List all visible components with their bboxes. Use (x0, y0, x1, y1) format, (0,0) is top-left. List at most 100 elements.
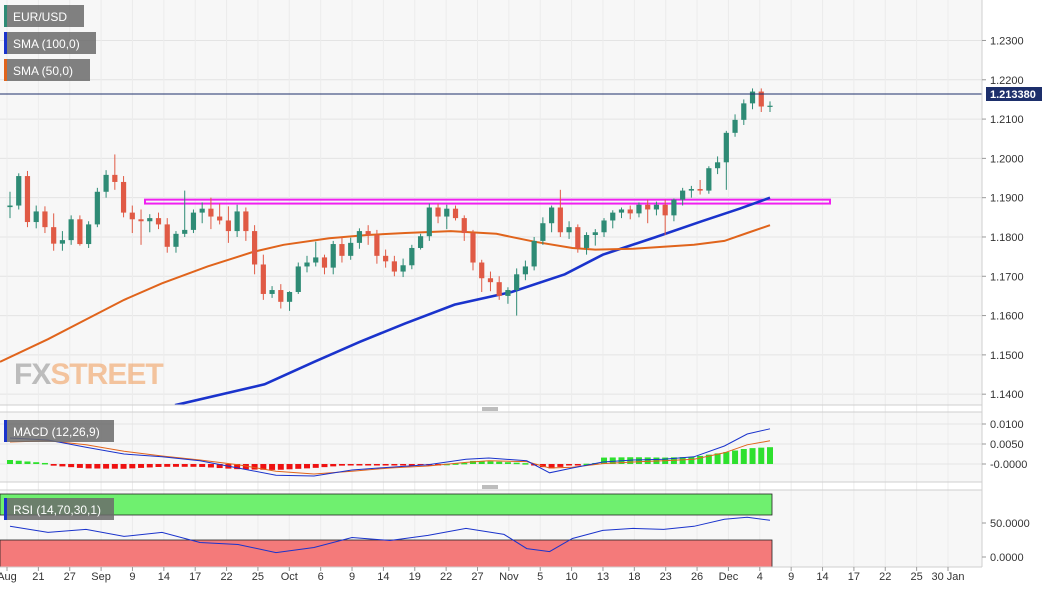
macd-histogram-bar (767, 447, 773, 464)
macd-histogram-bar (251, 464, 258, 470)
candle (723, 130, 729, 190)
legend-eurusd[interactable]: EUR/USD (4, 5, 84, 27)
candle (155, 212, 162, 230)
candle-body (182, 229, 188, 234)
macd-histogram-bar (321, 464, 328, 468)
rsi-tick-label: 50.0000 (990, 518, 1030, 530)
candle-body (190, 212, 197, 230)
candle (251, 225, 258, 275)
legend-sma100[interactable]: SMA (100,0) (4, 32, 96, 54)
candle (522, 260, 529, 281)
candle (531, 236, 537, 271)
candle-body (487, 278, 494, 283)
candle (112, 154, 118, 190)
candle (269, 286, 275, 298)
sma-100-line (174, 196, 771, 405)
candle-body (304, 262, 310, 267)
macd-histogram-bar (15, 460, 22, 464)
macd-histogram-bar (164, 464, 171, 467)
macd-resize-handle[interactable] (482, 407, 498, 411)
candle-body (339, 244, 345, 256)
candle-body (697, 189, 703, 191)
candle-body (16, 176, 22, 206)
macd-histogram-bar (68, 464, 75, 468)
legend-rsi[interactable]: RSI (14,70,30,1) (4, 498, 114, 520)
candle-body (601, 220, 607, 233)
candle-body (496, 282, 502, 296)
candle-body (295, 266, 301, 292)
candle (295, 262, 301, 294)
candle (42, 206, 48, 234)
candle (330, 240, 336, 275)
candle-body (383, 255, 389, 262)
macd-histogram-bar (7, 460, 13, 464)
rsi-oversold-zone (0, 539, 773, 568)
rsi-resize-handle[interactable] (482, 485, 498, 489)
legend-sma100-swatch (4, 32, 7, 54)
price-tick-label: 1.2100 (990, 114, 1024, 126)
candle (435, 203, 441, 224)
price-tick-label: 1.1400 (990, 389, 1024, 401)
macd-histogram-bar (487, 461, 494, 464)
time-tick-label: 13 (597, 571, 609, 583)
candle (452, 205, 459, 221)
macd-histogram-bar (50, 464, 57, 466)
macd-line (9, 428, 771, 477)
time-tick-label: 25 (252, 571, 264, 583)
macd-histogram-bar (452, 463, 459, 465)
candle (618, 207, 625, 219)
candle-body (313, 257, 319, 263)
candle-body (356, 231, 363, 243)
legend-macd[interactable]: MACD (12,26,9) (4, 420, 114, 442)
legend-sma50[interactable]: SMA (50,0) (4, 59, 90, 81)
candle-body (59, 240, 66, 244)
candle-body (234, 211, 240, 232)
macd-histogram-bar (504, 462, 511, 464)
legend-macd-label: MACD (12,26,9) (13, 425, 100, 439)
candle (653, 201, 660, 216)
macd-histogram-bar (382, 464, 389, 466)
candle-body (24, 176, 31, 223)
candle (217, 203, 223, 225)
candle (741, 99, 747, 125)
candle-body (260, 264, 266, 294)
watermark-street: STREET (50, 358, 163, 391)
candle (391, 255, 397, 277)
macd-histogram-bar (155, 464, 162, 467)
candle (758, 88, 764, 113)
macd-histogram-bar (583, 463, 590, 466)
candle (461, 215, 467, 241)
candle (243, 207, 249, 241)
macd-histogram-bar (373, 464, 380, 466)
macd-tick-label: 0.0050 (990, 439, 1024, 451)
macd-histogram-bar (76, 464, 83, 468)
candle (59, 231, 66, 251)
time-tick-label: 25 (911, 571, 923, 583)
candle-body (103, 174, 109, 192)
rsi-axis: 50.0000 0.0000 (982, 518, 1030, 564)
time-tick-label: Oct (281, 571, 298, 583)
candle (714, 156, 721, 175)
macd-histogram-bar (758, 447, 765, 464)
legend-eurusd-label: EUR/USD (13, 10, 67, 24)
candle (129, 205, 135, 234)
candle (383, 249, 389, 268)
time-tick-label: 27 (64, 571, 76, 583)
legend-eurusd-swatch (4, 5, 7, 27)
legend-sma50-swatch (4, 59, 7, 81)
candle-body (557, 207, 563, 233)
candle-body (42, 211, 48, 228)
candle (706, 166, 712, 194)
candle-body (749, 91, 756, 104)
macd-histogram-bar (513, 462, 520, 465)
candle (680, 187, 686, 206)
candle-body (199, 208, 205, 213)
macd-histogram-bar (688, 456, 695, 464)
candle (487, 271, 494, 292)
candle (645, 199, 651, 224)
candle (688, 185, 694, 198)
candle (94, 187, 100, 228)
candle-body (77, 219, 83, 245)
time-tick-label: 5 (537, 571, 543, 583)
